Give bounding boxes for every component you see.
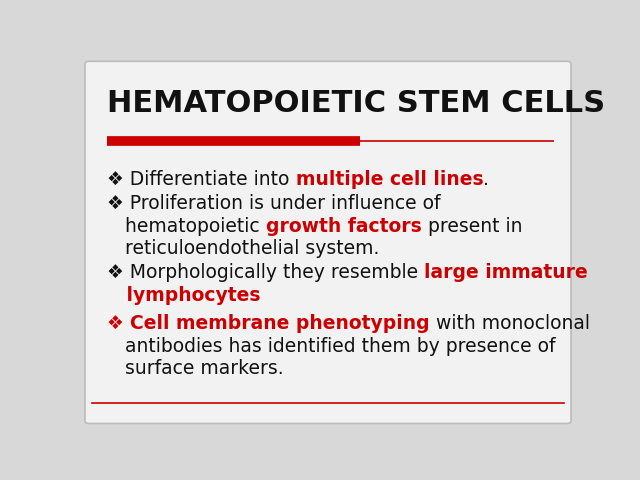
Text: large immature: large immature [424, 264, 588, 282]
Text: surface markers.: surface markers. [108, 359, 284, 378]
Text: ❖ Morphologically they resemble: ❖ Morphologically they resemble [108, 264, 424, 282]
Text: present in: present in [422, 217, 522, 236]
Text: Cell membrane phenotyping: Cell membrane phenotyping [130, 314, 429, 333]
FancyBboxPatch shape [85, 61, 571, 423]
Text: ❖ Proliferation is under influence of: ❖ Proliferation is under influence of [108, 194, 441, 213]
Text: ❖ Differentiate into: ❖ Differentiate into [108, 170, 296, 189]
Text: HEMATOPOIETIC STEM CELLS: HEMATOPOIETIC STEM CELLS [108, 89, 605, 118]
Text: multiple cell lines: multiple cell lines [296, 170, 483, 189]
Text: growth factors: growth factors [266, 217, 422, 236]
Text: lymphocytes: lymphocytes [108, 286, 260, 305]
Text: with monoclonal: with monoclonal [429, 314, 589, 333]
Text: reticuloendothelial system.: reticuloendothelial system. [108, 240, 380, 258]
Text: ❖: ❖ [108, 314, 130, 333]
Text: hematopoietic: hematopoietic [108, 217, 266, 236]
Text: antibodies has identified them by presence of: antibodies has identified them by presen… [108, 336, 556, 356]
Text: .: . [483, 170, 489, 189]
